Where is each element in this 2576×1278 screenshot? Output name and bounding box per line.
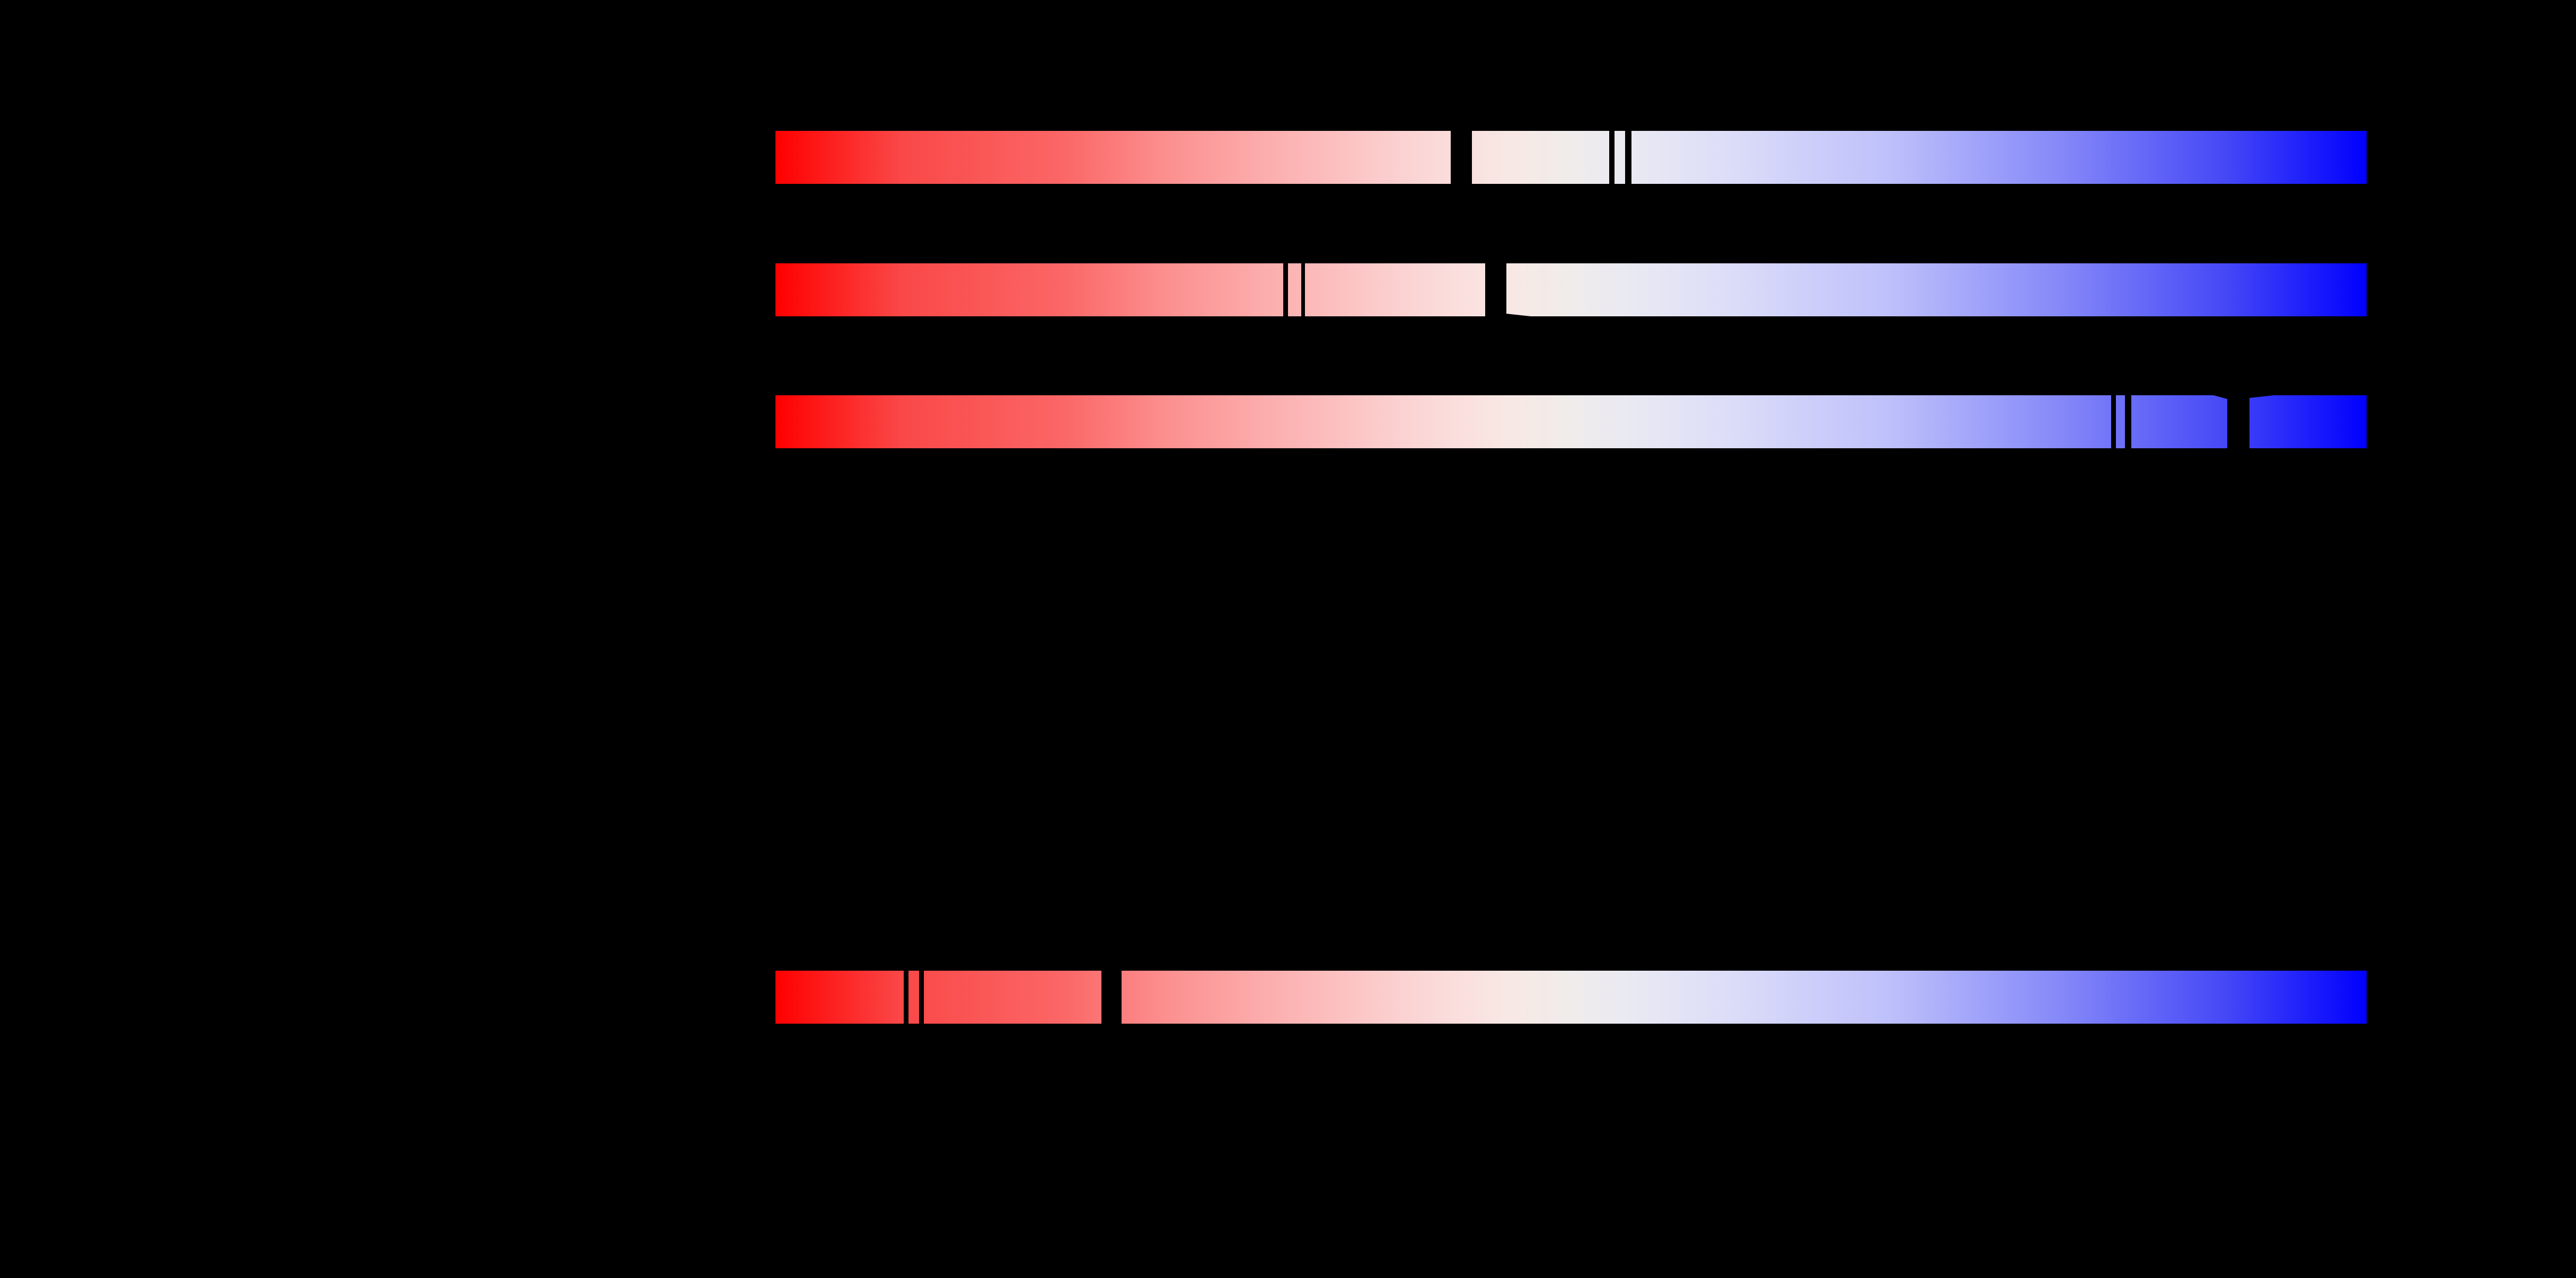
segment-boundary-line — [904, 970, 908, 1024]
corner-bevel-top-right — [2213, 395, 2227, 399]
segment-boundary-line — [1301, 263, 1305, 317]
gradient-bar-track-2 — [775, 263, 2367, 317]
segment-boundary-line — [2125, 395, 2131, 449]
corner-bevel-bottom-left — [1506, 314, 1531, 316]
segment-gap-slit — [1485, 263, 1506, 317]
corner-bevel-top-left — [2249, 395, 2274, 398]
segment-boundary-line — [1283, 263, 1288, 317]
segment-boundary-line — [919, 970, 924, 1024]
gradient-bar-track-3 — [775, 395, 2367, 449]
segment-boundary-line — [2111, 395, 2116, 449]
segment-boundary-line — [1609, 130, 1615, 184]
gradient-bar-track-1 — [775, 130, 2367, 184]
segment-gap-slit — [1101, 970, 1122, 1024]
gradient-bar-track-4 — [775, 970, 2367, 1024]
segment-gap-slit — [2227, 395, 2249, 449]
segment-gap-slit — [1451, 130, 1472, 184]
segment-boundary-line — [1625, 130, 1631, 184]
